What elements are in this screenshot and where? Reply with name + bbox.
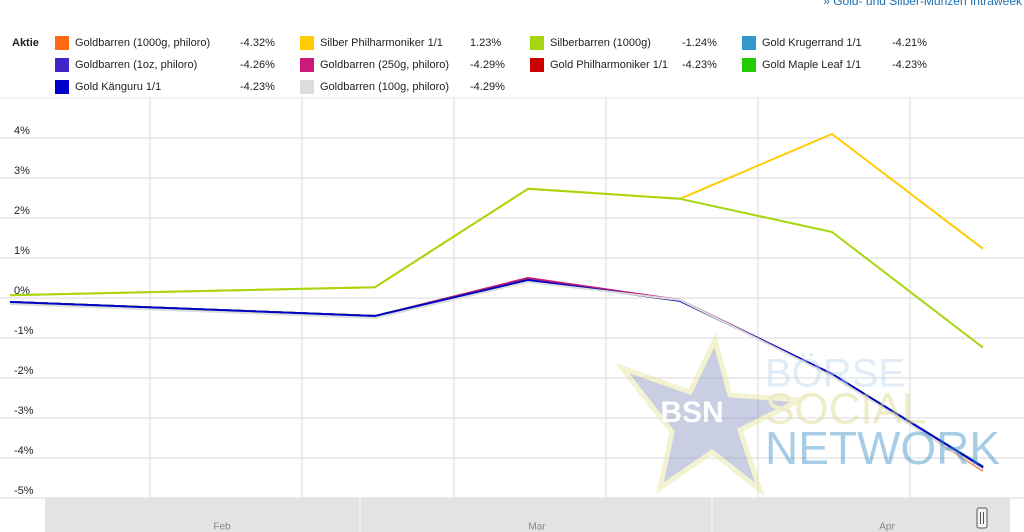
watermark-line3: NETWORK xyxy=(765,422,1000,474)
legend-label: Gold Maple Leaf 1/1 xyxy=(762,59,861,71)
legend-change: -4.23% xyxy=(892,59,927,71)
legend-change: -4.23% xyxy=(682,59,717,71)
legend-label: Goldbarren (1oz, philoro) xyxy=(75,59,197,71)
legend-change: -1.24% xyxy=(682,37,717,49)
legend-swatch xyxy=(55,80,69,94)
watermark-line1: BÖRSE xyxy=(765,352,905,396)
legend-swatch xyxy=(530,36,544,50)
y-tick-label: -4% xyxy=(14,445,34,457)
x-axis-label: Feb xyxy=(213,522,231,532)
y-tick-label: -1% xyxy=(14,325,34,337)
y-tick-label: 4% xyxy=(14,125,30,137)
legend-swatch xyxy=(55,58,69,72)
legend-change: -4.29% xyxy=(470,59,505,71)
legend-swatch xyxy=(300,36,314,50)
legend-label: Gold Krugerrand 1/1 xyxy=(762,37,862,49)
legend-swatch xyxy=(300,80,314,94)
watermark-badge: BSN xyxy=(660,396,723,429)
y-tick-label: -2% xyxy=(14,365,34,377)
watermark: BSN BÖRSE SOCIAL NETWORK xyxy=(614,332,1000,498)
legend-change: -4.29% xyxy=(470,81,505,93)
legend-swatch xyxy=(742,36,756,50)
legend-label: Goldbarren (1000g, philoro) xyxy=(75,37,210,49)
legend-change: -4.23% xyxy=(240,81,275,93)
legend-label: Gold Philharmoniker 1/1 xyxy=(550,59,668,71)
series-line xyxy=(9,133,984,297)
watermark-star xyxy=(614,332,810,498)
y-tick-label: 3% xyxy=(14,165,30,177)
legend-label: Goldbarren (100g, philoro) xyxy=(320,81,449,93)
y-tick-label: 2% xyxy=(14,205,30,217)
legend-change: -4.26% xyxy=(240,59,275,71)
intraweek-link[interactable]: » Gold- und Silber-Münzen Intraweek xyxy=(823,0,1023,8)
y-tick-label: -5% xyxy=(14,485,34,497)
legend-label: Goldbarren (250g, philoro) xyxy=(320,59,449,71)
series-line xyxy=(9,187,984,349)
series-line xyxy=(9,281,984,471)
legend-swatch xyxy=(530,58,544,72)
legend-change: 1.23% xyxy=(470,37,501,49)
watermark-line2: SOCIAL xyxy=(765,385,926,434)
legend-swatch xyxy=(55,36,69,50)
x-axis-label: Apr xyxy=(879,522,895,532)
legend-label: Gold Känguru 1/1 xyxy=(75,81,161,93)
legend-change: -4.32% xyxy=(240,37,275,49)
legend-label: Silberbarren (1000g) xyxy=(550,37,651,49)
legend-swatch xyxy=(742,58,756,72)
y-tick-label: 1% xyxy=(14,245,30,257)
y-tick-label: -3% xyxy=(14,405,34,417)
navigator-bar[interactable] xyxy=(45,498,1010,532)
legend-change: -4.21% xyxy=(892,37,927,49)
x-axis-label: Mar xyxy=(528,522,546,532)
legend-swatch xyxy=(300,58,314,72)
legend-title: Aktie xyxy=(12,37,39,49)
navigator-handle[interactable] xyxy=(976,507,988,529)
legend-label: Silber Philharmoniker 1/1 xyxy=(320,37,443,49)
